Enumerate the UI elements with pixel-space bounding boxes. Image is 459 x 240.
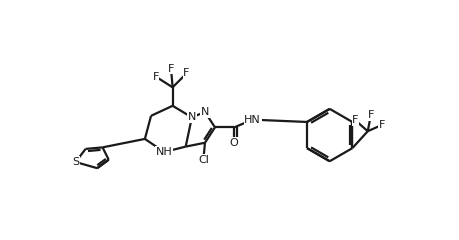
Text: F: F	[352, 115, 358, 126]
Text: F: F	[152, 72, 158, 82]
Text: F: F	[183, 68, 189, 78]
Text: NH: NH	[156, 147, 172, 157]
Text: O: O	[230, 138, 238, 148]
Text: N: N	[200, 107, 209, 117]
Text: N: N	[187, 112, 196, 122]
Text: S: S	[72, 157, 79, 167]
Text: HN: HN	[244, 115, 261, 125]
Text: F: F	[378, 120, 384, 130]
Text: F: F	[367, 110, 373, 120]
Text: Cl: Cl	[197, 155, 208, 165]
Text: F: F	[168, 64, 174, 74]
